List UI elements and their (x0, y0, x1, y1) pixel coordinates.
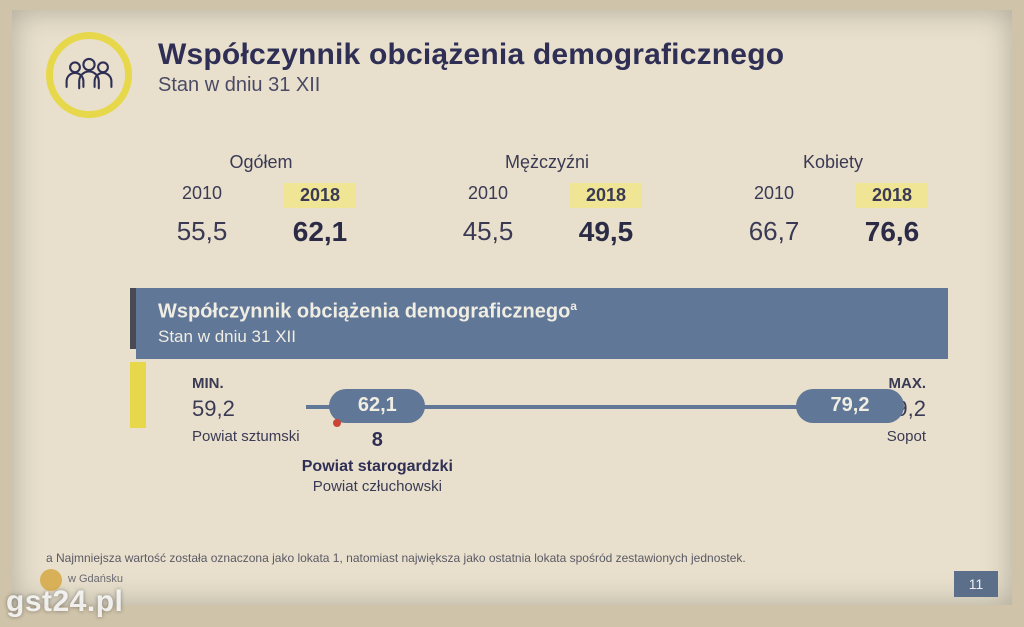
laser-pointer-dot (333, 419, 341, 427)
year-highlight: 2018 (856, 183, 928, 208)
range-title: Współczynnik obciążenia demograficznegoa (158, 298, 926, 326)
value-highlight: 76,6 (856, 216, 928, 248)
value: 66,7 (738, 216, 810, 248)
stat-group-total: Ogółem 2010 2018 55,5 62,1 (126, 152, 396, 248)
page-number: 11 (954, 571, 998, 597)
group-label: Mężczyźni (412, 152, 682, 173)
year-highlight: 2018 (570, 183, 642, 208)
people-svg (61, 55, 117, 95)
year: 2010 (166, 183, 238, 208)
title-block: Współczynnik obciążenia demograficznego … (158, 38, 784, 97)
range-header: Współczynnik obciążenia demograficznegoa… (136, 288, 948, 359)
year-highlight: 2018 (284, 183, 356, 208)
stat-group-men: Mężczyźni 2010 2018 45,5 49,5 (412, 152, 682, 248)
range-center-value: 62,1 (358, 394, 397, 417)
range-subtitle: Stan w dniu 31 XII (158, 326, 926, 349)
group-label: Ogółem (126, 152, 396, 173)
range-body: MIN. 59,2 Powiat sztumski MAX. 79,2 Sopo… (136, 359, 948, 445)
range-title-sup: a (570, 299, 577, 313)
range-max-pill: 79,2 (796, 389, 904, 423)
year: 2010 (452, 183, 524, 208)
page-subtitle: Stan w dniu 31 XII (158, 74, 784, 97)
stat-group-women: Kobiety 2010 2018 66,7 76,6 (698, 152, 968, 248)
footer-label: w Gdańsku (68, 573, 123, 585)
rank-place-other: Powiat człuchowski (267, 478, 487, 495)
people-group-icon (46, 32, 132, 118)
value-highlight: 62,1 (284, 216, 356, 248)
value: 55,5 (166, 216, 238, 248)
range-chart: Współczynnik obciążenia demograficznegoa… (136, 288, 948, 445)
value: 45,5 (452, 216, 524, 248)
range-center-pill: 62,1 (329, 389, 425, 423)
rank-place-bold: Powiat starogardzki (267, 458, 487, 476)
rank-number: 8 (267, 429, 487, 452)
range-max-pill-value: 79,2 (831, 394, 870, 417)
range-title-text: Współczynnik obciążenia demograficznego (158, 301, 570, 323)
year: 2010 (738, 183, 810, 208)
range-center-stack: 8 Powiat starogardzki Powiat człuchowski (267, 427, 487, 495)
group-label: Kobiety (698, 152, 968, 173)
range-axis-bar (130, 288, 136, 349)
max-place: Sopot (766, 428, 926, 445)
watermark: gst24.pl (6, 585, 123, 619)
value-highlight: 49,5 (570, 216, 642, 248)
page-title: Współczynnik obciążenia demograficznego (158, 38, 784, 72)
slide: Współczynnik obciążenia demograficznego … (12, 10, 1012, 605)
min-value: 59,2 (192, 396, 352, 422)
stats-grid: Ogółem 2010 2018 55,5 62,1 Mężczyźni 201… (46, 152, 978, 248)
min-label: MIN. (192, 375, 352, 392)
footnote: a Najmniejsza wartość została oznaczona … (46, 551, 978, 565)
header: Współczynnik obciążenia demograficznego … (46, 38, 978, 118)
